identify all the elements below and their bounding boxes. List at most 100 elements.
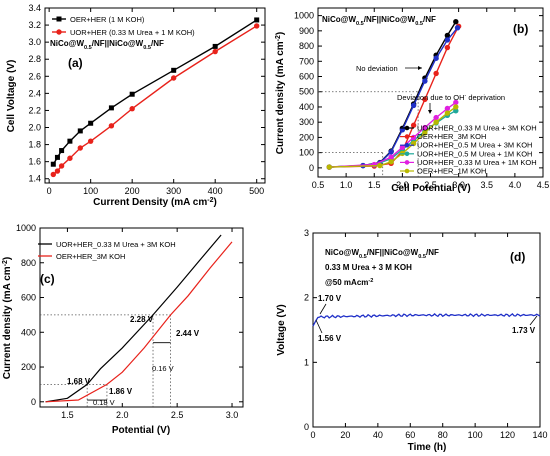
data-point-0-7 xyxy=(129,91,135,97)
x-tick-label: 3.5 xyxy=(480,180,493,190)
x-tick-label: 2.5 xyxy=(171,410,184,420)
series-line-1 xyxy=(45,241,233,403)
data-point-1-4 xyxy=(410,122,417,128)
y-tick-label: 2.6 xyxy=(28,71,41,81)
y-tick-label: 200 xyxy=(299,132,314,142)
data-point-2-3 xyxy=(388,149,394,155)
x-tick-label: 0 xyxy=(47,186,52,196)
y-axis-label: Cell Voltage (V) xyxy=(6,60,17,133)
x-tick-label: 140 xyxy=(532,430,547,440)
x-tick-label: 40 xyxy=(373,430,383,440)
panel-a: 0 100 200 300 400 500 1.4 1.6 1.8 2.0 2.2 2.4 2.6 2.8… xyxy=(6,3,266,208)
y-tick-label: 2.4 xyxy=(28,88,41,98)
data-point-1-0 xyxy=(50,171,57,178)
y-axis-label: Voltage (V) xyxy=(276,304,287,355)
annotation-start-voltage: 1.70 V xyxy=(318,294,342,303)
annotation-uor-500: 2.28 V xyxy=(130,315,154,324)
y-axis-label: Current density (mA cm-2) xyxy=(2,257,14,380)
data-point-1-8 xyxy=(170,75,177,81)
x-tick-label: 1.0 xyxy=(340,180,353,190)
x-tick-label: 500 xyxy=(249,186,264,196)
data-point-1-5 xyxy=(87,138,94,144)
plot-frame xyxy=(44,7,266,184)
chart-subtitle: 0.33 M Urea + 3 M KOH xyxy=(325,263,412,272)
legend-marker xyxy=(404,168,410,174)
data-point-2-5 xyxy=(410,102,417,109)
data-point-5-0 xyxy=(326,164,332,170)
plot-frame xyxy=(39,227,244,408)
data-point-2-7 xyxy=(433,55,439,61)
data-point-1-9 xyxy=(212,48,218,55)
x-tick-label: 3.0 xyxy=(226,410,239,420)
y-tick-label: 0 xyxy=(31,397,36,407)
data-point-5-1 xyxy=(377,162,383,169)
annotation-arrow xyxy=(529,315,538,326)
y-axis-label: Current density (mA cm-2) xyxy=(275,32,287,155)
y-tick-label: 2.8 xyxy=(28,54,41,64)
y-tick-label: 1.4 xyxy=(28,174,41,184)
y-tick-label: 1000 xyxy=(16,223,36,233)
data-point-4-6 xyxy=(433,114,439,121)
x-tick-label: 4.0 xyxy=(509,180,522,190)
legend-marker xyxy=(404,160,410,165)
panel-b: 0.5 1.0 1.5 2.0 2.5 3.0 3.5 4.0 4.5 0 100 200 300 400… xyxy=(275,7,549,194)
x-tick-label: 60 xyxy=(405,430,415,440)
y-tick-label: 700 xyxy=(299,56,314,66)
x-tick-label: 0 xyxy=(310,430,315,440)
y-tick-label: 0 xyxy=(309,163,314,173)
legend-label: UOR+HER (0.33 M Urea + 1 M KOH) xyxy=(70,28,195,37)
annotation-onset-uor: 1.68 V xyxy=(67,377,91,386)
legend-label: OER+HER (1 M KOH) xyxy=(70,15,145,24)
data-point-1-10 xyxy=(253,23,260,29)
y-tick-label: 1 xyxy=(304,357,309,367)
annotation-no-deviation: No deviation xyxy=(356,64,398,73)
annotation-delta-high: 0.16 V xyxy=(152,364,174,373)
y-tick-label: 500 xyxy=(299,87,314,97)
y-tick-label: 3 xyxy=(304,228,309,238)
data-point-4-5 xyxy=(422,124,428,131)
legend-label: OER+HER_3M KOH xyxy=(417,132,486,141)
series-line-0 xyxy=(45,234,222,403)
data-point-0-3 xyxy=(67,138,73,144)
data-point-0-9 xyxy=(453,19,459,25)
y-tick-label: 400 xyxy=(21,327,36,337)
annotation-deviation: Deviation due to OH- deprivation xyxy=(397,93,505,102)
annotation-arrow xyxy=(319,303,327,315)
data-point-1-7 xyxy=(129,106,135,112)
x-axis-label: Cell Potential (V) xyxy=(391,183,470,194)
x-tick-label: 100 xyxy=(468,430,483,440)
legend-marker xyxy=(404,125,410,131)
annotation-delta-low: 0.18 V xyxy=(93,398,115,407)
data-point-0-6 xyxy=(108,105,114,111)
legend-marker xyxy=(404,142,410,148)
legend-label: OER+HER_3M KOH xyxy=(56,252,125,261)
x-tick-label: 20 xyxy=(340,430,350,440)
data-point-2-6 xyxy=(422,78,428,84)
legend-label: UOR+HER_0.33 M Urea + 3M KOH xyxy=(417,124,537,133)
data-point-0-5 xyxy=(88,120,94,126)
y-tick-label: 100 xyxy=(299,148,314,158)
data-point-0-0 xyxy=(50,161,56,167)
data-point-1-4 xyxy=(77,145,83,151)
x-tick-label: 100 xyxy=(83,186,98,196)
data-point-0-10 xyxy=(254,17,260,23)
series-line-0 xyxy=(312,313,541,327)
legend-marker xyxy=(56,29,62,35)
x-tick-label: 400 xyxy=(208,186,223,196)
y-tick-label: 2.2 xyxy=(28,105,41,115)
y-tick-label: 0 xyxy=(304,422,309,432)
data-point-5-7 xyxy=(444,110,451,116)
chart-title: NiCo@W0.5/NF||NiCo@W0.5/NF xyxy=(50,39,164,51)
x-tick-label: 1.5 xyxy=(61,410,74,420)
panel-label: (b) xyxy=(513,22,528,36)
data-point-1-6 xyxy=(108,123,115,129)
y-tick-label: 800 xyxy=(21,258,36,268)
panel-label: (c) xyxy=(40,272,55,286)
data-point-4-7 xyxy=(444,105,451,112)
x-tick-label: 2.0 xyxy=(116,410,129,420)
x-tick-label: 2.0 xyxy=(396,180,409,190)
annotation-final-voltage: 1.73 V xyxy=(512,326,536,335)
y-tick-label: 400 xyxy=(299,102,314,112)
y-tick-label: 200 xyxy=(21,362,36,372)
legend-label: UOR+HER_0.5 M Urea + 3M KOH xyxy=(417,141,532,150)
